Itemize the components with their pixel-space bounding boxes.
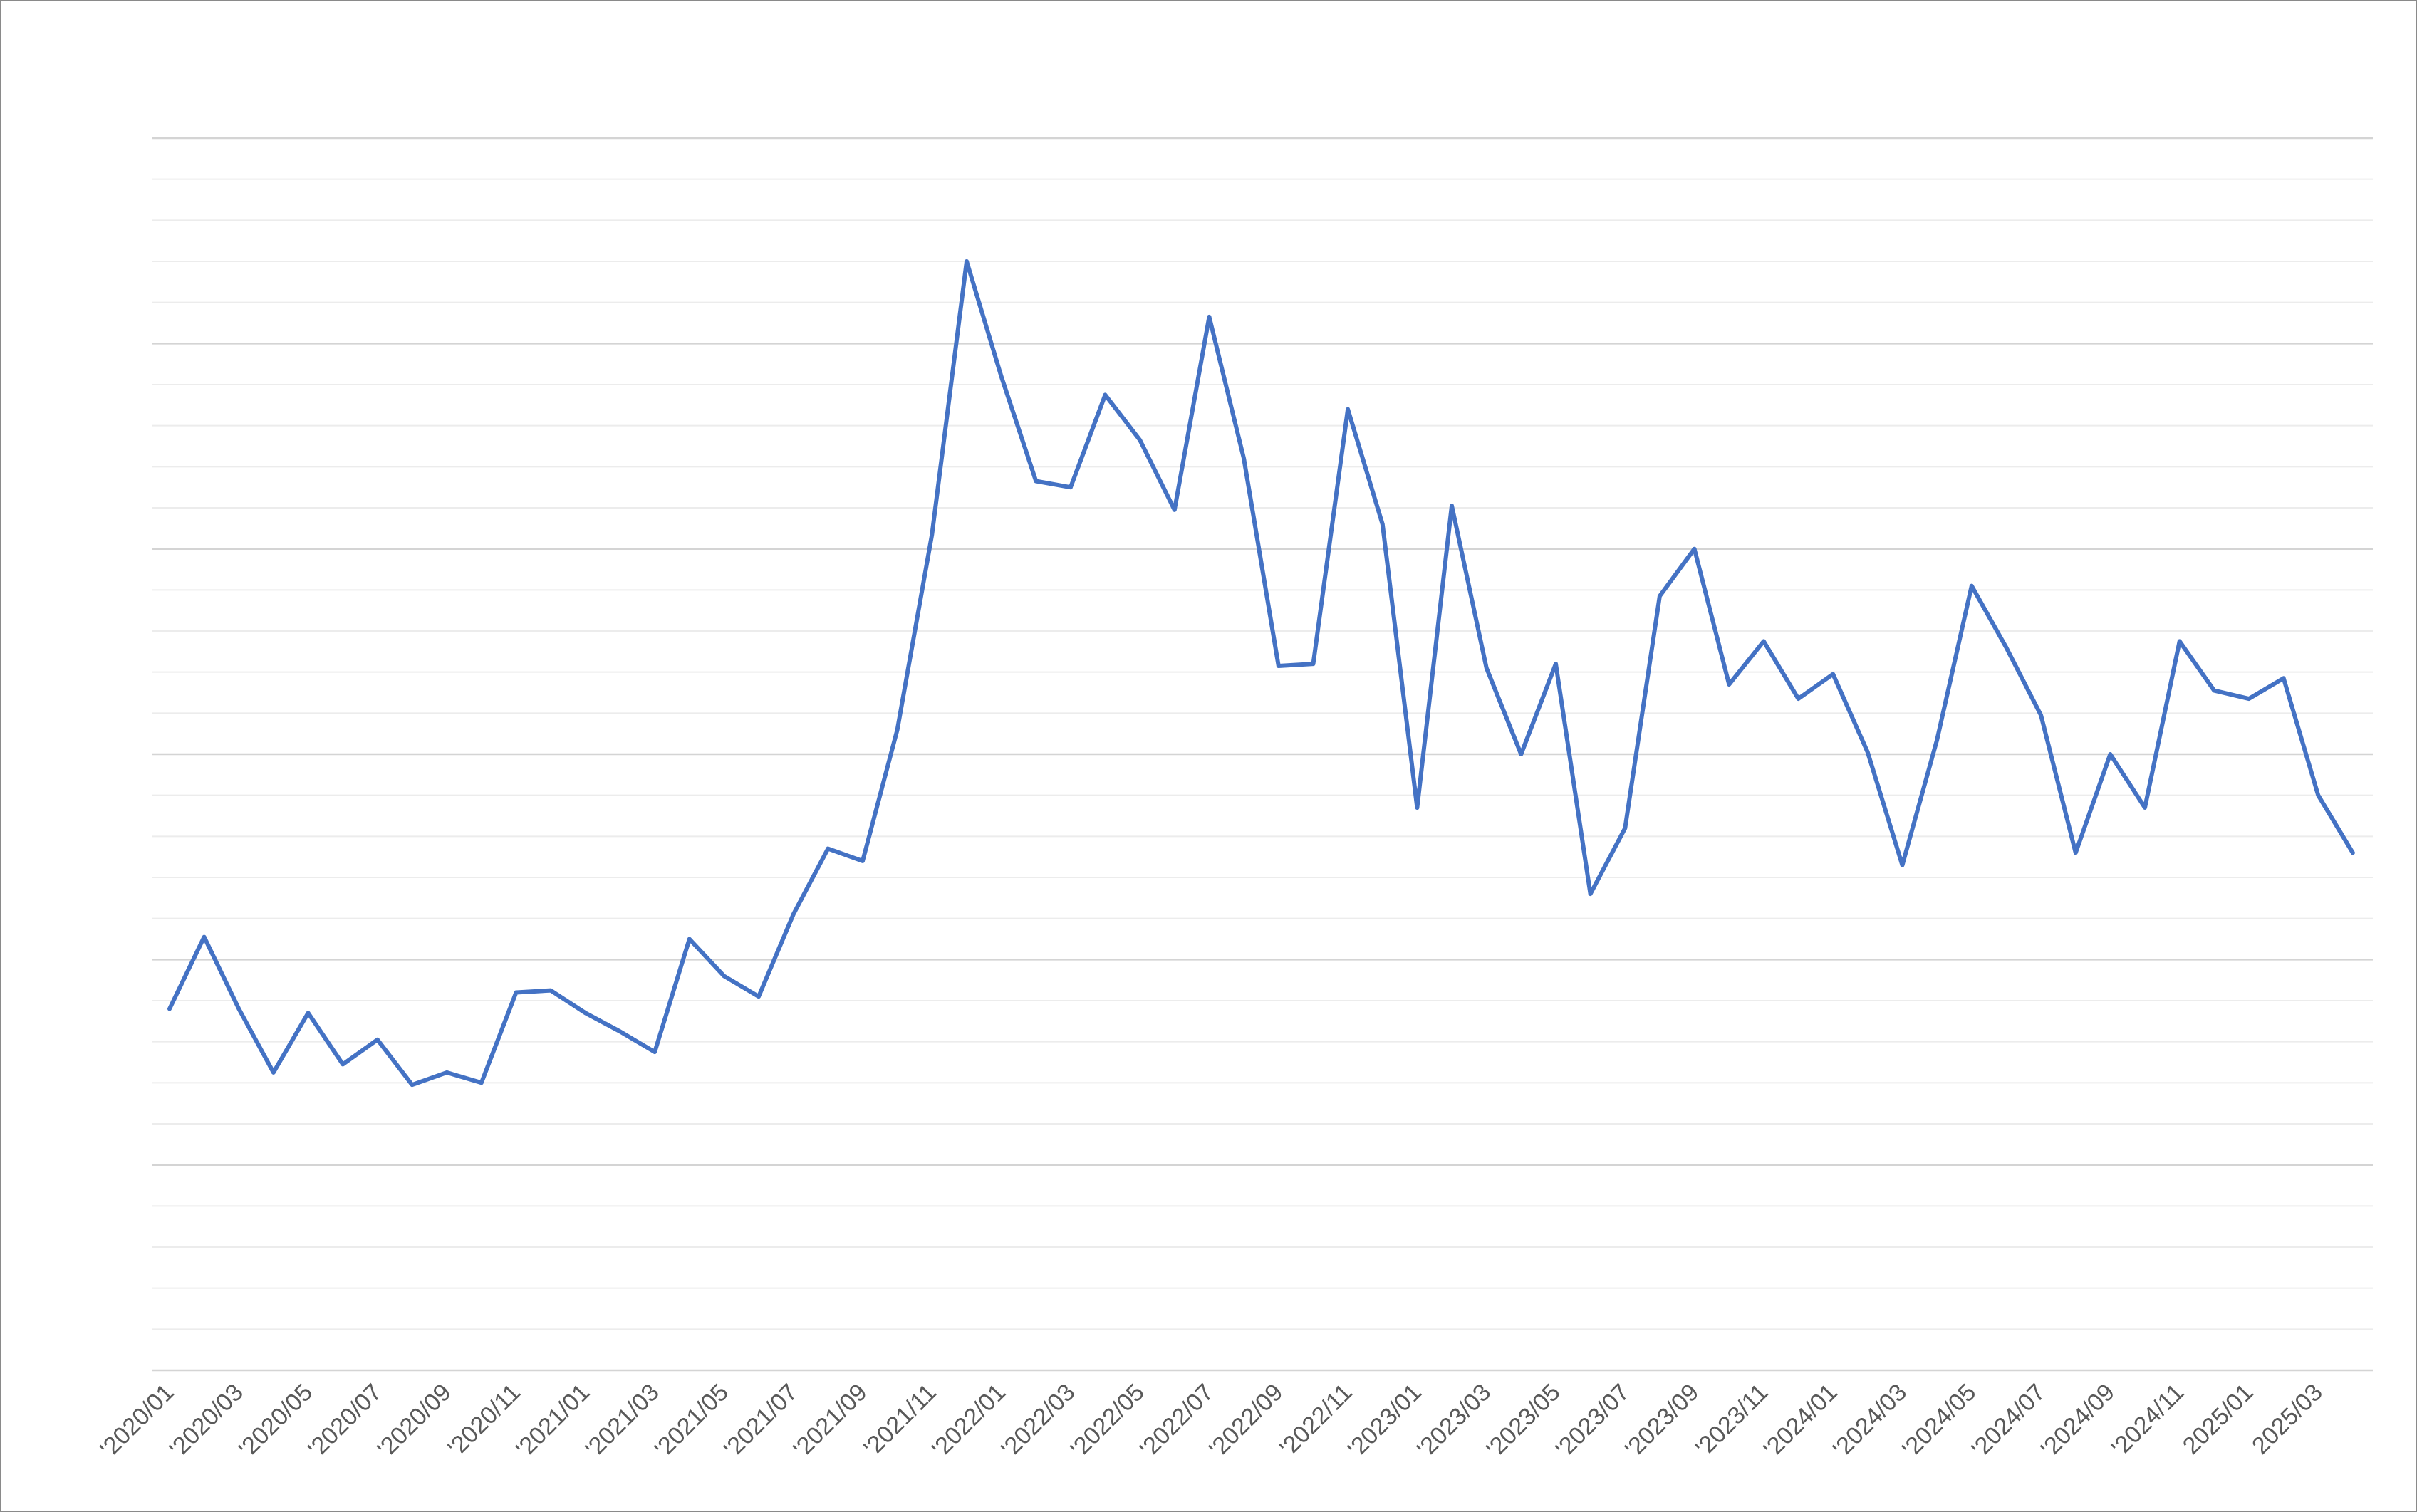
x-tick-label: '2024/07: [1966, 1379, 2050, 1463]
x-tick-label: '2021/09: [788, 1379, 872, 1463]
x-tick-label: '2024/03: [1828, 1379, 1912, 1463]
x-tick-label: '2023/01: [1343, 1379, 1427, 1463]
x-tick-label: '2020/09: [372, 1379, 456, 1463]
x-tick-label: '2022/07: [1135, 1379, 1219, 1463]
series-layer: [167, 259, 2355, 1088]
x-tick-label: '2023/03: [1412, 1379, 1496, 1463]
x-tick-label: '2024/01: [1758, 1379, 1842, 1463]
x-tick-label: '2020/05: [234, 1379, 318, 1463]
x-tick-label: '2023/05: [1481, 1379, 1565, 1463]
x-tick-label: '2022/11: [1274, 1379, 1358, 1462]
series-line: [167, 259, 2355, 1088]
x-tick-label: '2021/07: [719, 1379, 803, 1463]
x-tick-label: '2023/07: [1551, 1379, 1635, 1463]
x-tick-label: '2021/01: [511, 1379, 595, 1463]
x-tick-label: '2024/09: [2036, 1379, 2120, 1463]
x-tick-label: '2020/11: [443, 1379, 526, 1462]
x-tick-label: '2023/11: [1690, 1379, 1774, 1462]
x-tick-label: '2022/01: [927, 1379, 1011, 1463]
gridlines: [152, 137, 2373, 1372]
x-tick-label: '2024/11: [2106, 1379, 2190, 1462]
x-tick-label: '2024/05: [1897, 1379, 1981, 1463]
x-tick-label: '2020/07: [303, 1379, 387, 1463]
x-tick-label: '2022/09: [1204, 1379, 1288, 1463]
x-tick-label: '2020/01: [95, 1379, 179, 1463]
x-tick-label: '2021/11: [858, 1379, 942, 1462]
x-tick-label: '2021/05: [650, 1379, 734, 1463]
x-tick-label: '2023/09: [1620, 1379, 1704, 1463]
x-axis-tick-labels: '2020/01'2020/03'2020/05'2020/07'2020/09…: [95, 1379, 2328, 1463]
x-tick-label: '2020/03: [165, 1379, 249, 1463]
x-tick-label: '2022/05: [1065, 1379, 1149, 1463]
x-tick-label: '2021/03: [580, 1379, 664, 1463]
x-tick-label: 2025/03: [2247, 1379, 2328, 1460]
x-tick-label: '2022/03: [996, 1379, 1080, 1463]
x-tick-label: 2025/01: [2178, 1379, 2259, 1460]
